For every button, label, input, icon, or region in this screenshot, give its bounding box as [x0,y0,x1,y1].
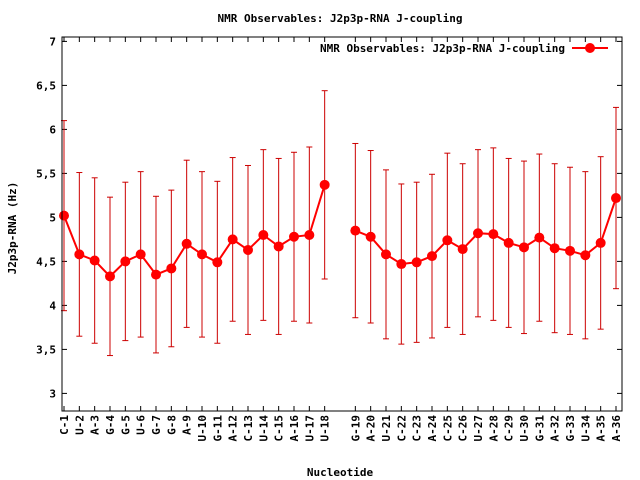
x-tick-label: G-11 [211,415,224,442]
y-tick-label: 4 [49,299,56,312]
x-tick-label: A-28 [487,415,500,442]
legend: NMR Observables: J2p3p-RNA J-coupling [320,42,608,55]
y-tick-label: 6,5 [36,79,56,92]
data-point [319,179,330,190]
data-point [427,251,437,262]
x-tick-label: U-6 [135,415,148,435]
x-tick-label: C-25 [441,415,454,442]
data-point [580,250,591,261]
chart-title: NMR Observables: J2p3p-RNA J-coupling [217,12,462,25]
data-point [258,230,269,240]
data-point [350,225,361,236]
data-point [181,238,192,249]
x-tick-label: U-30 [518,415,531,442]
legend-marker [585,43,595,53]
x-tick-label: C-29 [503,415,516,442]
data-point [105,271,115,282]
x-tick-label: G-7 [150,415,163,435]
x-tick-label: U-2 [73,415,86,435]
x-tick-label: G-33 [564,415,577,442]
data-point [549,243,560,254]
x-tick-label: G-4 [104,415,117,435]
data-point [135,249,146,260]
x-tick-label: U-17 [303,415,316,442]
x-tick-label: A-20 [365,415,378,442]
data-point [565,245,575,256]
data-point [488,229,499,240]
y-tick-label: 6 [49,123,56,136]
data-point [89,255,100,266]
data-point [273,241,284,252]
x-tick-label: A-32 [549,415,562,442]
x-tick-label: A-36 [610,415,623,442]
data-point [243,244,253,255]
x-tick-label: A-24 [426,415,439,442]
x-tick-label: U-18 [319,415,332,442]
data-point [473,228,483,239]
y-tick-label: 3,5 [36,343,56,356]
x-tick-label: G-5 [119,415,132,435]
x-axis-label: Nucleotide [307,466,374,479]
x-tick-label: C-1 [58,415,71,435]
data-point [74,249,85,260]
data-point [151,269,161,280]
legend-label: NMR Observables: J2p3p-RNA J-coupling [320,42,565,55]
data-point [212,257,223,268]
plot-area [59,90,621,357]
x-tick-label: A-35 [595,415,608,442]
y-tick-label: 5 [49,211,56,224]
data-point [365,231,376,242]
data-point [381,249,391,260]
y-tick-label: 5,5 [36,167,56,180]
data-point [503,237,514,248]
y-axis-label: J2p3p-RNA (Hz) [6,182,19,275]
data-point [595,237,606,248]
x-tick-label: A-12 [227,415,240,442]
x-tick-label: C-13 [242,415,255,442]
x-tick-label: A-9 [181,415,194,435]
series-line [354,197,617,266]
grid [62,37,622,411]
data-point [166,263,177,274]
plot-frame [61,36,623,412]
data-point [304,230,315,240]
x-tick-label: C-15 [273,415,286,442]
x-tick-label: C-23 [411,415,424,442]
x-tick-label: C-22 [395,415,408,442]
x-tick-label: C-26 [457,415,470,442]
data-point [59,210,69,221]
data-point [289,231,299,242]
x-tick-label: G-19 [349,415,362,442]
data-point [457,244,468,255]
data-point [120,256,131,267]
x-tick-label: U-10 [196,415,209,442]
data-point [442,235,453,246]
data-point [411,257,422,268]
data-point [396,259,407,270]
x-tick-label: U-34 [579,415,592,442]
y-tick-label: 4,5 [36,255,56,268]
y-tick-label: 3 [49,387,56,400]
series-line [63,184,326,278]
data-point [227,234,238,245]
data-point [197,249,207,260]
x-tick-label: G-31 [533,415,546,442]
x-tick-label: U-27 [472,415,485,442]
x-tick-label: A-16 [288,415,301,442]
x-tick-label: A-3 [89,415,102,435]
data-point [519,242,529,253]
data-point [534,232,545,243]
x-tick-label: U-14 [257,415,270,442]
x-tick-label: G-8 [165,415,178,435]
x-tick-label: U-21 [380,415,393,442]
data-point [611,193,621,204]
y-tick-label: 7 [49,35,56,48]
